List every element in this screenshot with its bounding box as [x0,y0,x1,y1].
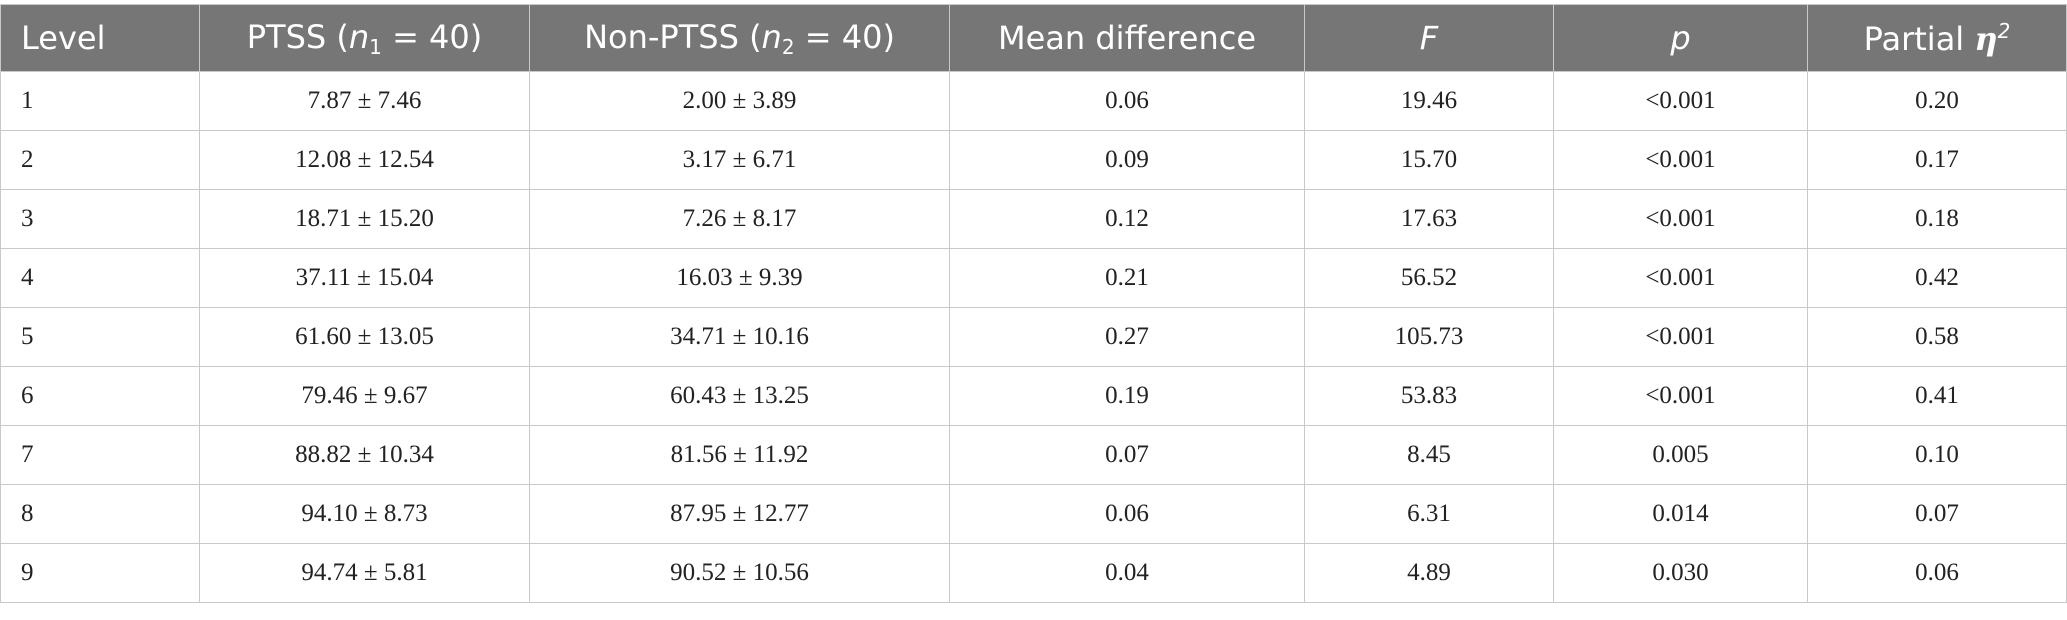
table-cell: 34.71 ± 10.16 [529,307,950,367]
table-cell: 94.10 ± 8.73 [199,484,530,544]
table-cell: 3.17 ± 6.71 [529,130,950,190]
table-cell: 88.82 ± 10.34 [199,425,530,485]
header-cell: Mean difference [949,4,1305,72]
table-cell: 105.73 [1304,307,1554,367]
header-text: = 40) [381,17,483,56]
table-body: 1 7.87 ± 7.46 2.00 ± 3.89 0.06 19.46 <0.001 0.… [0,71,2067,603]
table-row: 2 12.08 ± 12.54 3.17 ± 6.71 0.09 15.70 <0.001… [0,130,2067,190]
header-cell: PTSS (n1 = 40) [199,4,530,72]
table-cell: 7.26 ± 8.17 [529,189,950,249]
table-cell: 16.03 ± 9.39 [529,248,950,308]
table-cell: 4.89 [1304,543,1554,603]
header-italic: n [348,17,370,56]
table-cell: 0.20 [1807,71,2067,131]
table-cell: 0.41 [1807,366,2067,426]
table-row: 5 61.60 ± 13.05 34.71 ± 10.16 0.27 105.73 <0.… [0,307,2067,367]
header-text: PTSS ( [246,17,349,56]
header-italic: p [1670,19,1691,57]
header-row: Level PTSS (n1 = 40) Non-PTSS (n2 = 40) … [0,4,2067,72]
header-subscript: 2 [781,34,795,59]
header-superscript: 2 [1997,18,2011,43]
table-cell: 90.52 ± 10.56 [529,543,950,603]
header-text: Partial [1863,19,1975,58]
table-cell: 87.95 ± 12.77 [529,484,950,544]
table-cell: 6.31 [1304,484,1554,544]
table-cell: 7 [0,425,200,485]
table-cell: 0.19 [949,366,1305,426]
header-text: Mean difference [998,19,1256,57]
header-cell: p [1553,4,1808,72]
header-italic: F [1419,19,1439,57]
table-cell: 7.87 ± 7.46 [199,71,530,131]
table-cell: 8 [0,484,200,544]
table-cell: 0.07 [949,425,1305,485]
table-row: 6 79.46 ± 9.67 60.43 ± 13.25 0.19 53.83 <0.00… [0,366,2067,426]
table-cell: 0.06 [949,71,1305,131]
header-cell: Level [0,4,200,72]
table-row: 8 94.10 ± 8.73 87.95 ± 12.77 0.06 6.31 0.014 0… [0,484,2067,544]
table-cell: 9 [0,543,200,603]
table-row: 3 18.71 ± 15.20 7.26 ± 8.17 0.12 17.63 <0.001… [0,189,2067,249]
table-cell: 3 [0,189,200,249]
table-cell: 0.18 [1807,189,2067,249]
table-cell: 12.08 ± 12.54 [199,130,530,190]
table-cell: 0.030 [1553,543,1808,603]
table-cell: 2.00 ± 3.89 [529,71,950,131]
table-cell: <0.001 [1553,307,1808,367]
table-row: 9 94.74 ± 5.81 90.52 ± 10.56 0.04 4.89 0.030 0… [0,543,2067,603]
table-cell: 0.014 [1553,484,1808,544]
table-cell: 61.60 ± 13.05 [199,307,530,367]
table-cell: 0.58 [1807,307,2067,367]
table-cell: 0.10 [1807,425,2067,485]
table-cell: 0.17 [1807,130,2067,190]
table-row: 1 7.87 ± 7.46 2.00 ± 3.89 0.06 19.46 <0.001 0.… [0,71,2067,131]
table-cell: <0.001 [1553,248,1808,308]
table-cell: 0.12 [949,189,1305,249]
table-cell: 81.56 ± 11.92 [529,425,950,485]
table-cell: 0.09 [949,130,1305,190]
table-cell: 1 [0,71,200,131]
table-cell: 0.06 [1807,543,2067,603]
header-subscript: 1 [369,34,382,59]
table-cell: 0.07 [1807,484,2067,544]
table-cell: 53.83 [1304,366,1554,426]
table-cell: 37.11 ± 15.04 [199,248,530,308]
table-cell: <0.001 [1553,130,1808,190]
table-cell: 0.21 [949,248,1305,308]
table-cell: 0.06 [949,484,1305,544]
table-cell: 5 [0,307,200,367]
table-cell: 0.04 [949,543,1305,603]
table-cell: <0.001 [1553,71,1808,131]
table-cell: 0.005 [1553,425,1808,485]
header-text: Non-PTSS ( [584,17,762,56]
table-cell: 0.42 [1807,248,2067,308]
header-text: Level [21,19,106,57]
table-cell: 94.74 ± 5.81 [199,543,530,603]
table-cell: <0.001 [1553,189,1808,249]
data-table: Level PTSS (n1 = 40) Non-PTSS (n2 = 40) … [0,4,2067,603]
header-text: = 40) [794,17,895,56]
header-cell: Partial η2 [1807,4,2067,72]
table-row: 7 88.82 ± 10.34 81.56 ± 11.92 0.07 8.45 0.005… [0,425,2067,485]
table-cell: 2 [0,130,200,190]
table-cell: 6 [0,366,200,426]
table-cell: <0.001 [1553,366,1808,426]
table-row: 4 37.11 ± 15.04 16.03 ± 9.39 0.21 56.52 <0.00… [0,248,2067,308]
table-cell: 19.46 [1304,71,1554,131]
header-italic: n [761,17,782,56]
table-cell: 8.45 [1304,425,1554,485]
table-cell: 0.27 [949,307,1305,367]
header-italic: η [1974,19,1998,58]
table-cell: 56.52 [1304,248,1554,308]
table-cell: 17.63 [1304,189,1554,249]
table-cell: 79.46 ± 9.67 [199,366,530,426]
header-cell: F [1304,4,1554,72]
table-cell: 18.71 ± 15.20 [199,189,530,249]
table-cell: 15.70 [1304,130,1554,190]
header-cell: Non-PTSS (n2 = 40) [529,4,950,72]
table-cell: 4 [0,248,200,308]
table-cell: 60.43 ± 13.25 [529,366,950,426]
